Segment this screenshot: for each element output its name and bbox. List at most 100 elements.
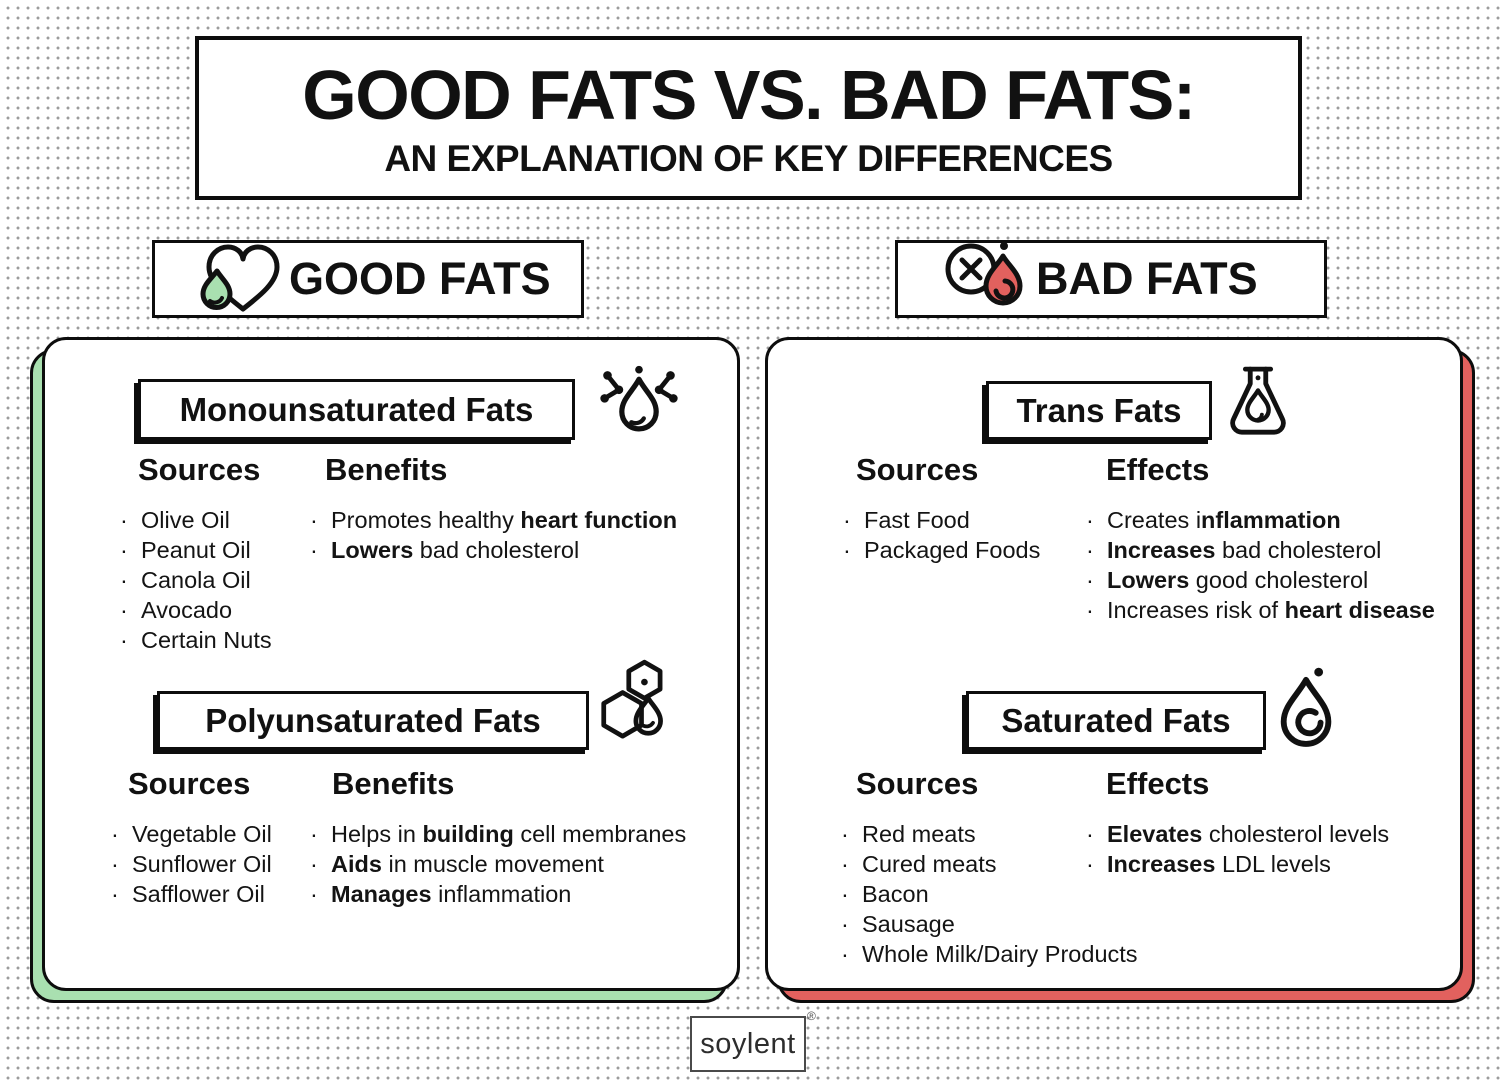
monounsaturated-sources-column: Sources · Olive Oil · Peanut Oil · Canola Oil… <box>120 452 272 655</box>
bullet: · <box>310 851 318 877</box>
list-item: · Peanut Oil <box>120 537 251 563</box>
list-item: · Olive Oil <box>120 507 230 533</box>
saturated-sources-column: Sources · Red meats · Cured meats · Bacon · Sau… <box>841 766 1138 969</box>
bullet: · <box>120 597 128 623</box>
list-item: · Avocado <box>120 597 233 623</box>
bad-fats-panel: Trans Fats Sources · Fast Food · Packaged F… <box>765 337 1477 1005</box>
bullet: · <box>841 851 849 877</box>
monounsaturated-benefits-column: Benefits · Promotes healthy heart functio… <box>310 452 677 565</box>
trans-effects-list: · Creates inflammation · Increases bad chol… <box>1086 505 1435 625</box>
saturated-fats-title-box: Saturated Fats <box>966 691 1266 750</box>
list-item: · Packaged Foods <box>843 537 1041 563</box>
monounsaturated-fats-title-box: Monounsaturated Fats <box>138 379 575 440</box>
list-item: · Helps in building cell membranes <box>310 821 687 847</box>
bad-fats-badge: BAD FATS <box>895 240 1327 318</box>
registered-trademark-mark: ® <box>807 1009 816 1023</box>
brand-logo-box: soylent <box>690 1016 806 1072</box>
list-item: · Increases risk of heart disease <box>1086 597 1435 623</box>
title-box: GOOD FATS VS. BAD FATS: AN EXPLANATION O… <box>195 36 1302 200</box>
heart-droplet-icon <box>200 244 280 312</box>
brand-logo: soylent <box>700 1027 796 1060</box>
bullet: · <box>843 537 851 563</box>
bad-panel-card: Trans Fats Sources · Fast Food · Packaged F… <box>765 337 1463 991</box>
bullet: · <box>841 941 849 967</box>
polyunsaturated-benefits-list: · Helps in building cell membranes · Aids i… <box>310 819 686 909</box>
good-fats-panel: Monounsaturated Fats Sources · Olive Oil ·… <box>30 337 742 1005</box>
list-item: · Aids in muscle movement <box>310 851 604 877</box>
list-item: · Creates inflammation <box>1086 507 1341 533</box>
list-item: · Canola Oil <box>120 567 251 593</box>
page-subtitle: AN EXPLANATION OF KEY DIFFERENCES <box>384 137 1113 179</box>
bullet: · <box>120 537 128 563</box>
page-title: GOOD FATS VS. BAD FATS: <box>302 55 1196 134</box>
bullet: · <box>310 821 318 847</box>
list-item: · Vegetable Oil <box>111 821 272 847</box>
bullet: · <box>120 627 128 653</box>
list-item: · Promotes healthy heart function <box>310 507 678 533</box>
list-item: · Fast Food <box>843 507 970 533</box>
list-item: · Manages inflammation <box>310 881 572 907</box>
molecule-droplet-icon <box>600 365 678 432</box>
list-item: · Elevates cholesterol levels <box>1086 821 1390 847</box>
sources-heading: Sources <box>856 766 979 801</box>
list-item: · Increases LDL levels <box>1086 851 1331 877</box>
monounsaturated-benefits-list: · Promotes healthy heart function · Lowers … <box>310 505 677 565</box>
bad-fats-label: BAD FATS <box>1036 253 1258 304</box>
bullet: · <box>1086 597 1094 623</box>
bullet: · <box>1086 537 1094 563</box>
bullet: · <box>841 821 849 847</box>
benefits-heading: Benefits <box>332 766 455 801</box>
trans-sources-list: · Fast Food · Packaged Foods <box>843 505 1040 565</box>
monounsaturated-fats-title: Monounsaturated Fats <box>179 390 534 428</box>
polyunsaturated-fats-title-box: Polyunsaturated Fats <box>157 691 589 750</box>
benefits-heading: Benefits <box>325 452 448 487</box>
list-item: · Bacon <box>841 881 929 907</box>
bullet: · <box>1086 851 1094 877</box>
bullet: · <box>841 881 849 907</box>
trans-fats-title: Trans Fats <box>1016 391 1182 429</box>
trans-fats-title-box: Trans Fats <box>986 381 1212 440</box>
list-item: · Sunflower Oil <box>111 851 272 877</box>
bullet: · <box>310 881 318 907</box>
good-fats-label: GOOD FATS <box>289 253 551 304</box>
bullet: · <box>310 537 318 563</box>
list-item: · Red meats <box>841 821 976 847</box>
polyunsaturated-fats-title: Polyunsaturated Fats <box>205 701 541 739</box>
monounsaturated-sources-list: · Olive Oil · Peanut Oil · Canola Oil · Avocado… <box>120 505 272 655</box>
hexagons-droplet-icon <box>601 659 663 739</box>
list-item: · Safflower Oil <box>111 881 265 907</box>
list-item: · Cured meats <box>841 851 997 877</box>
saturated-effects-list: · Elevates cholesterol levels · Increases L… <box>1086 819 1389 879</box>
bullet: · <box>843 507 851 533</box>
sources-heading: Sources <box>128 766 251 801</box>
list-item: · Whole Milk/Dairy Products <box>841 941 1138 967</box>
saturated-fats-title: Saturated Fats <box>1001 701 1231 739</box>
list-item: · Certain Nuts <box>120 627 272 653</box>
polyunsaturated-benefits-column: Benefits · Helps in building cell membran… <box>310 766 686 909</box>
flask-droplet-icon <box>1230 366 1286 435</box>
bullet: · <box>310 507 318 533</box>
sources-heading: Sources <box>138 452 261 487</box>
bullet: · <box>841 911 849 937</box>
good-panel-card: Monounsaturated Fats Sources · Olive Oil ·… <box>42 337 740 991</box>
effects-heading: Effects <box>1106 766 1210 801</box>
bullet: · <box>111 851 119 877</box>
bullet: · <box>120 567 128 593</box>
bullet: · <box>120 507 128 533</box>
crossed-circle-droplet-icon <box>945 242 1023 306</box>
bullet: · <box>1086 507 1094 533</box>
list-item: · Lowers bad cholesterol <box>310 537 580 563</box>
bullet: · <box>111 821 119 847</box>
saturated-effects-column: Effects · Elevates cholesterol levels · Inc… <box>1086 766 1389 879</box>
droplet-swirl-icon <box>1280 667 1332 747</box>
list-item: · Lowers good cholesterol <box>1086 567 1369 593</box>
trans-effects-column: Effects · Creates inflammation · Increases … <box>1086 452 1435 625</box>
bullet: · <box>111 881 119 907</box>
bullet: · <box>1086 821 1094 847</box>
polyunsaturated-sources-column: Sources · Vegetable Oil · Sunflower Oil · Saf… <box>111 766 272 909</box>
sources-heading: Sources <box>856 452 979 487</box>
list-item: · Increases bad cholesterol <box>1086 537 1382 563</box>
effects-heading: Effects <box>1106 452 1210 487</box>
bullet: · <box>1086 567 1094 593</box>
